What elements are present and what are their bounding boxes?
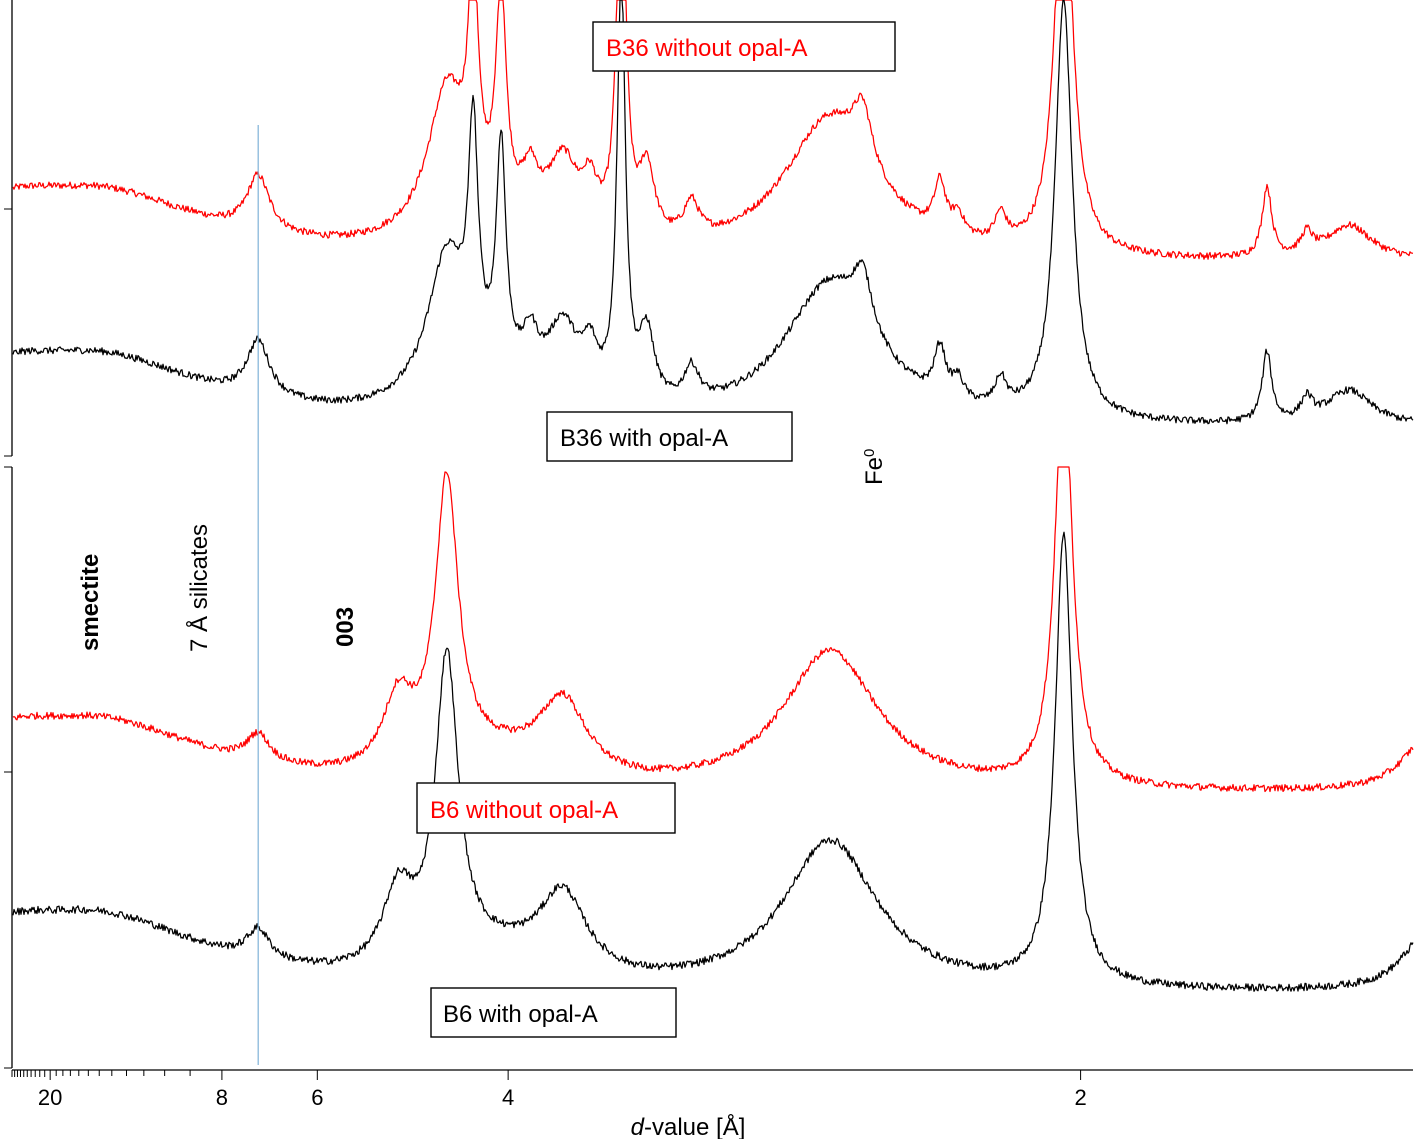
x-tick-label-2: 6 <box>311 1085 323 1110</box>
x-ticks: 20 8 6 4 2 <box>11 1070 1087 1110</box>
annotation-fe-sup: 0 <box>861 449 878 457</box>
legend-b36-with: B36 with opal-A <box>546 411 793 462</box>
x-axis-title-prefix: d <box>631 1114 645 1139</box>
legend-box-b36-with <box>546 411 793 462</box>
legend-b36-without: B36 without opal-A <box>592 21 896 72</box>
legend-box-b36-without <box>592 21 896 72</box>
annotation-003: 003 <box>332 607 359 647</box>
x-axis-title: d-value [Å] <box>631 1113 746 1139</box>
annotation-7A-silicates: 7 Å silicates <box>185 524 213 652</box>
x-axis-title-suffix: -value [Å] <box>644 1113 745 1139</box>
legend-label-b6-without: B6 without opal-A <box>430 797 618 824</box>
series-b6-without-opal <box>12 466 1414 793</box>
series-b36-with-opal <box>12 0 1414 425</box>
series-b6-with-opal <box>12 531 1414 992</box>
annotation-fe-base: Fe <box>861 457 888 485</box>
axes <box>4 0 1413 1071</box>
x-tick-label-4: 2 <box>1074 1085 1086 1110</box>
legend-b6-with: B6 with opal-A <box>430 987 677 1038</box>
series-b36-without-opal <box>12 0 1414 260</box>
legend-label-b36-with: B36 with opal-A <box>560 425 728 452</box>
x-tick-label-0: 20 <box>38 1085 62 1110</box>
traces <box>12 0 1414 992</box>
x-tick-label-1: 8 <box>216 1085 228 1110</box>
legend-box-b6-without <box>416 782 676 834</box>
annotation-smectite: smectite <box>77 554 104 651</box>
annotation-fe0: Fe0 <box>861 449 889 485</box>
annotation-7A-silicates-text: 7 Å silicates <box>185 524 213 652</box>
x-tick-label-3: 4 <box>502 1085 514 1110</box>
legend-b6-without: B6 without opal-A <box>416 782 676 834</box>
legend-label-b6-with: B6 with opal-A <box>443 1001 598 1028</box>
legend-box-b6-with <box>430 987 677 1038</box>
legend-label-b36-without: B36 without opal-A <box>606 35 807 62</box>
